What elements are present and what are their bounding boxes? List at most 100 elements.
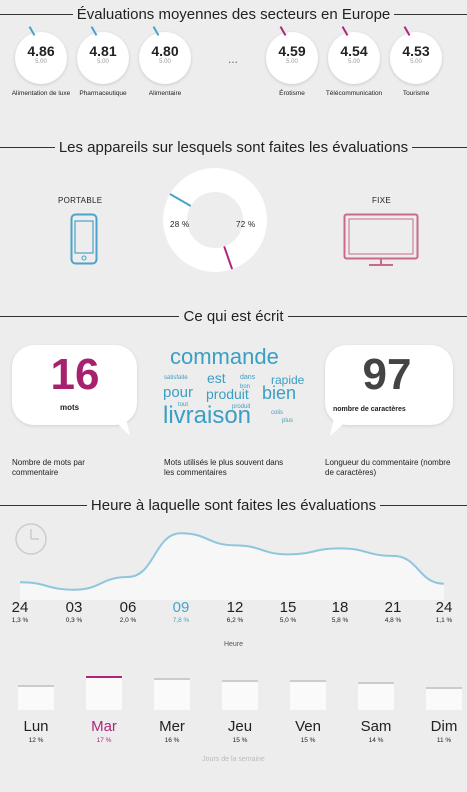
sector-score-value: 4.53 [402, 43, 430, 59]
device-donut-chart [163, 168, 267, 272]
bubble-tail-icon [112, 418, 130, 436]
hour-tick-label: 21 [384, 599, 402, 616]
portable-label: PORTABLE [58, 196, 103, 205]
sector-score-max: 5.00 [286, 59, 298, 65]
hour-tick-label: 09 [172, 599, 190, 616]
sector-label: Alimentation de luxe [11, 90, 71, 97]
devices-title: Les appareils sur lesquels sont faites l… [58, 139, 409, 156]
hour-data-label: 2,0 % [119, 617, 137, 624]
word-cloud-word: pour [163, 384, 194, 401]
monitor-icon [343, 213, 419, 274]
word-cloud-word: produit [206, 386, 249, 402]
hour-area-chart [19, 532, 445, 600]
hour-tick-label: 18 [331, 599, 349, 616]
day-column: Jeu 15 % [212, 680, 268, 744]
sector-score-value: 4.86 [27, 43, 55, 59]
written-title: Ce qui est écrit [183, 308, 284, 325]
chars-value: 97 [362, 350, 412, 399]
hour-tick: 06 2,0 % [108, 599, 148, 624]
score-marker [152, 26, 160, 36]
sectors-title: Évaluations moyennes des secteurs en Eur… [76, 6, 391, 23]
sector-score-value: 4.54 [340, 43, 368, 59]
word-cloud-word: tout [178, 402, 189, 408]
hour-tick: 15 5,0 % [268, 599, 308, 624]
sector-score-circle: 4.86 5.00 [15, 26, 67, 84]
hour-tick: 09 7,8 % [161, 599, 201, 624]
section-title-written: Ce qui est écrit [0, 308, 467, 325]
sector-label: Alimentaire [148, 90, 182, 97]
hour-data-label: 0,3 % [65, 617, 83, 624]
sector-score-max: 5.00 [410, 59, 422, 65]
day-bar [18, 685, 54, 710]
hour-tick: 24 1,3 % [0, 599, 40, 624]
hour-tick: 18 5,8 % [320, 599, 360, 624]
sector-score-max: 5.00 [97, 59, 109, 65]
mots-value: 16 [50, 350, 100, 399]
hour-data-label: 6,2 % [226, 617, 244, 624]
donut-ring [163, 168, 267, 272]
day-data-label: 16 % [164, 737, 180, 744]
hour-tick-label: 24 [11, 599, 29, 616]
mots-unit: mots [60, 403, 80, 412]
word-cloud-word: est [207, 370, 226, 386]
hour-data-label: 5,8 % [331, 617, 349, 624]
sector-score-value: 4.59 [278, 43, 306, 59]
day-column: Dim 11 % [416, 687, 467, 744]
sector-score-value: 4.81 [89, 43, 117, 59]
day-data-label: 15 % [300, 737, 316, 744]
hour-series-line [19, 532, 445, 591]
score-marker [90, 26, 98, 36]
bubble-tail-icon [330, 418, 350, 436]
chars-bubble [325, 345, 453, 425]
day-label: Dim [430, 718, 458, 735]
day-bar [358, 682, 394, 710]
day-label: Mer [159, 718, 185, 735]
fixe-label: FIXE [372, 196, 391, 205]
hour-data-label: 7,8 % [172, 617, 190, 624]
sector-score-circle: 4.81 5.00 [77, 26, 129, 84]
hour-tick-label: 12 [226, 599, 244, 616]
sector-score-max: 5.00 [348, 59, 360, 65]
word-cloud-word: livraison [163, 402, 252, 429]
sector-score-value: 4.80 [151, 43, 179, 59]
score-marker [279, 26, 287, 36]
hour-tick-label: 06 [119, 599, 137, 616]
day-bar [222, 680, 258, 710]
caption-common-words: Mots utilisés le plus souvent dans les c… [164, 458, 284, 477]
day-column: Sam 14 % [348, 682, 404, 744]
day-label: Mar [91, 718, 117, 735]
score-marker [28, 26, 36, 36]
day-label: Jeu [227, 718, 253, 735]
sector-label: Tourisme [402, 90, 430, 97]
day-bar [426, 687, 462, 710]
clock-icon [14, 522, 48, 561]
section-title-devices: Les appareils sur lesquels sont faites l… [0, 139, 467, 156]
sector-score-circle: 4.54 5.00 [328, 26, 380, 84]
day-bar [154, 678, 190, 710]
day-label: Lun [23, 718, 49, 735]
word-cloud-word: commande [170, 344, 279, 369]
word-cloud-word: bien [262, 383, 297, 403]
sector-score-circle: 4.59 5.00 [266, 26, 318, 84]
word-cloud-word: plus [282, 418, 294, 424]
hour-area-fill [20, 533, 444, 600]
section-title-sectors: Évaluations moyennes des secteurs en Eur… [0, 6, 467, 23]
day-data-label: 15 % [232, 737, 248, 744]
day-data-label: 17 % [96, 737, 112, 744]
day-column: Mar 17 % [76, 676, 132, 744]
day-data-label: 12 % [28, 737, 44, 744]
hour-tick-label: 24 [435, 599, 453, 616]
hour-axis-label: Heure [223, 641, 244, 648]
hour-data-label: 4,8 % [384, 617, 402, 624]
hour-data-label: 1,1 % [435, 617, 453, 624]
donut-slice-marker [169, 193, 192, 207]
days-axis-label: Jours de la semaine [202, 756, 265, 763]
caption-word-count: Nombre de mots par commentaire [12, 458, 85, 477]
ellipsis: ... [228, 52, 239, 66]
sector-score-max: 5.00 [159, 59, 171, 65]
hour-tick: 12 6,2 % [215, 599, 255, 624]
chars-unit: nombre de caractères [333, 406, 406, 413]
words-bubble [12, 345, 137, 425]
portable-pct: 28 % [170, 220, 190, 229]
day-column: Ven 15 % [280, 680, 336, 744]
